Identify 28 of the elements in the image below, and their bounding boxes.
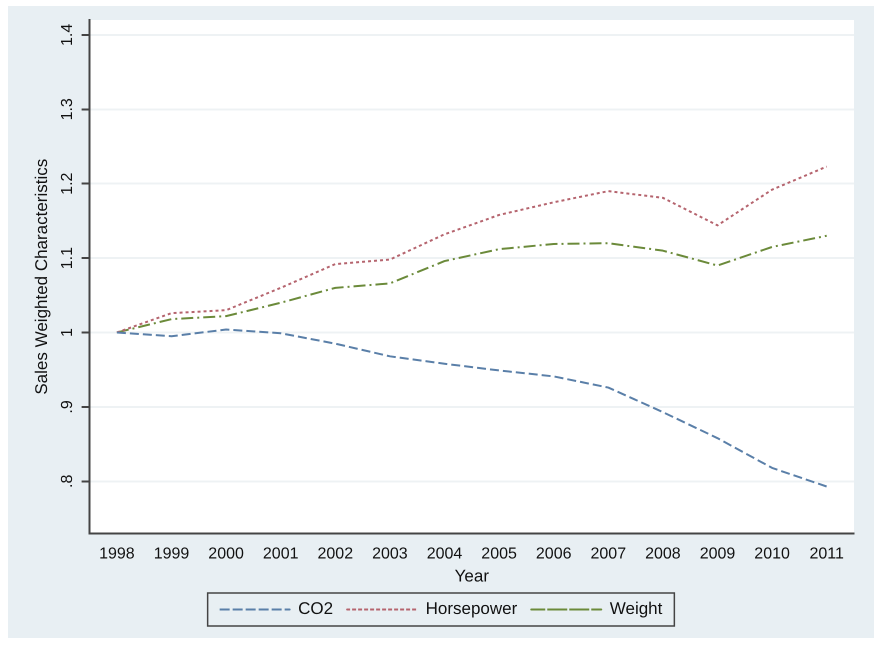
x-tick-label: 2002: [318, 545, 354, 562]
legend-label: Horsepower: [426, 599, 518, 618]
x-tick-label: 2001: [262, 545, 299, 562]
x-tick-label: 2006: [536, 545, 572, 562]
y-tick-label: 1.4: [58, 24, 76, 46]
y-tick-label: 1.2: [58, 172, 76, 195]
x-tick-label: 2000: [208, 545, 244, 562]
x-tick-label: 2003: [372, 545, 408, 562]
x-tick-label: 1998: [99, 545, 135, 562]
y-tick-label: 1.1: [58, 246, 76, 270]
y-tick-label: 1: [58, 328, 76, 337]
y-axis-title: Sales Weighted Characteristics: [32, 158, 51, 395]
x-tick-label: 2008: [645, 545, 681, 562]
line-series: [116, 328, 828, 488]
x-tick-label: 2009: [700, 545, 736, 562]
y-tick-label: .9: [58, 400, 76, 414]
y-tick-label: .8: [58, 474, 76, 488]
line-series: [116, 166, 828, 334]
x-tick-label: 2007: [590, 545, 626, 562]
x-tick-label: 2011: [809, 545, 844, 562]
y-tick-label: 1.3: [58, 98, 76, 120]
legend-label: CO2: [298, 599, 334, 618]
x-tick-label: 2010: [754, 545, 790, 562]
x-tick-label: 2005: [481, 545, 517, 562]
x-axis-title: Year: [454, 566, 490, 586]
x-tick-label: 2004: [426, 545, 462, 562]
x-tick-label: 1999: [154, 545, 190, 562]
legend-label: Weight: [610, 599, 663, 618]
